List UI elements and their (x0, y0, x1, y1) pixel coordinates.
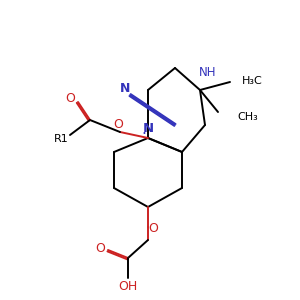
Text: O: O (113, 118, 123, 131)
Text: NH: NH (199, 65, 217, 79)
Text: O: O (95, 242, 105, 254)
Text: O: O (65, 92, 75, 104)
Text: N: N (120, 82, 130, 94)
Text: OH: OH (118, 280, 138, 293)
Text: O: O (148, 221, 158, 235)
Text: N: N (142, 122, 154, 136)
Text: CH₃: CH₃ (237, 112, 258, 122)
Text: H₃C: H₃C (242, 76, 263, 86)
Text: R1: R1 (54, 134, 68, 144)
Text: ·: · (142, 127, 146, 142)
